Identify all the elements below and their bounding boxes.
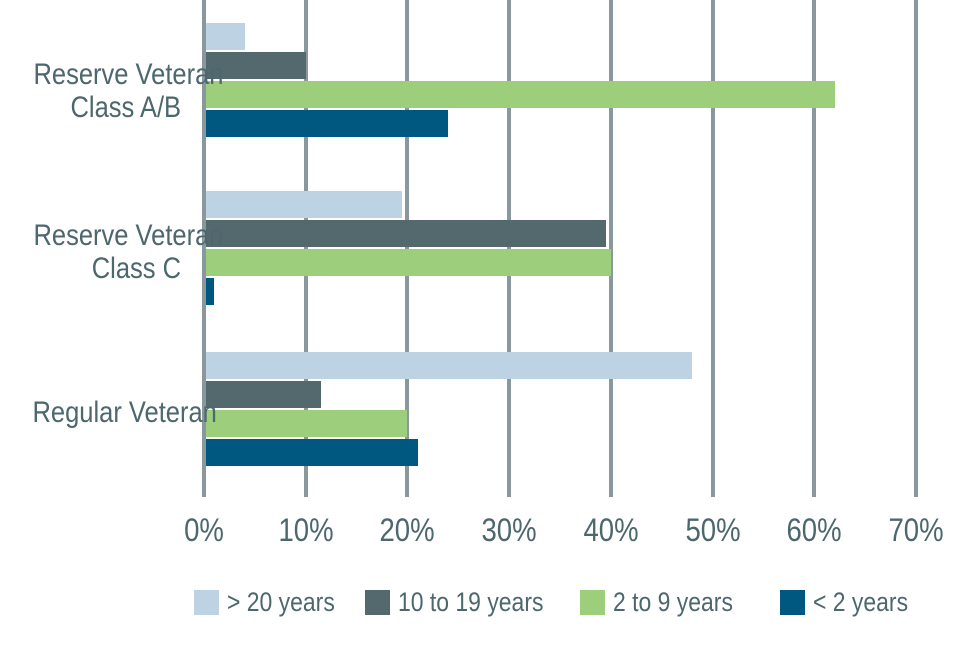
gridline-40% bbox=[608, 0, 613, 497]
bar-3--2-years bbox=[206, 439, 418, 466]
bar-2--2-years bbox=[206, 278, 215, 305]
bar-1-10-to-19-years bbox=[206, 52, 306, 79]
x-tick-label-30%: 30% bbox=[481, 512, 537, 548]
x-tick-label-50%: 50% bbox=[685, 512, 741, 548]
gridline-10% bbox=[303, 0, 308, 497]
legend-label: 10 to 19 years bbox=[398, 587, 544, 617]
gridline-50% bbox=[710, 0, 715, 497]
category-label-line: Class C bbox=[91, 252, 181, 285]
legend-label: < 2 years bbox=[813, 587, 909, 617]
x-tick-label-60%: 60% bbox=[786, 512, 842, 548]
legend-label: > 20 years bbox=[227, 587, 335, 617]
bar-3--20-years bbox=[206, 352, 693, 379]
bar-3-2-to-9-years bbox=[206, 410, 408, 437]
category-label-1: Reserve Veteran Class A/B bbox=[0, 58, 224, 124]
x-tick-label-40%: 40% bbox=[583, 512, 639, 548]
x-tick-label-0%: 0% bbox=[184, 512, 224, 548]
bar-1-2-to-9-years bbox=[206, 81, 835, 108]
legend-swatch bbox=[365, 590, 390, 615]
bar-1--2-years bbox=[206, 110, 449, 137]
category-label-line: Regular Veteran bbox=[32, 396, 217, 429]
gridline-70% bbox=[914, 0, 918, 497]
bar-2-2-to-9-years bbox=[206, 249, 611, 276]
x-tick-label-20%: 20% bbox=[379, 512, 435, 548]
bar-2--20-years bbox=[206, 191, 403, 218]
category-label-2: Reserve Veteran Class C bbox=[0, 219, 224, 285]
legend-label: 2 to 9 years bbox=[613, 587, 733, 617]
x-tick-label-10%: 10% bbox=[278, 512, 334, 548]
bar-2-10-to-19-years bbox=[206, 220, 606, 247]
category-label-line: Reserve Veteran bbox=[33, 219, 224, 252]
legend-swatch bbox=[194, 590, 219, 615]
category-label-3: Regular Veteran bbox=[0, 396, 217, 429]
gridline-20% bbox=[405, 0, 410, 497]
x-tick-label-70%: 70% bbox=[888, 512, 944, 548]
gridline-0% bbox=[202, 0, 206, 497]
gridline-60% bbox=[812, 0, 817, 497]
bar-1--20-years bbox=[206, 23, 245, 50]
legend-swatch bbox=[780, 590, 805, 615]
category-label-line: Reserve Veteran bbox=[33, 58, 224, 91]
legend-swatch bbox=[580, 590, 605, 615]
category-label-line: Class A/B bbox=[70, 91, 181, 124]
gridline-30% bbox=[507, 0, 512, 497]
bar-3-10-to-19-years bbox=[206, 381, 321, 408]
